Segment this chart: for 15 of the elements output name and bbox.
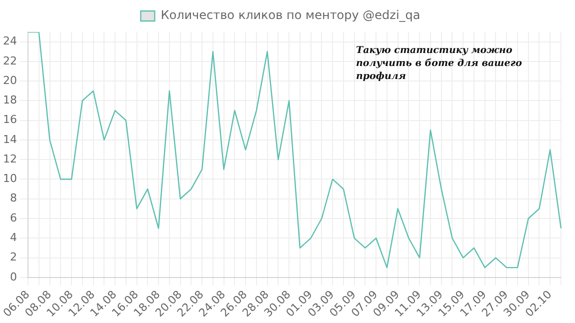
y-tick-label: 12 xyxy=(2,152,17,166)
y-tick-label: 8 xyxy=(10,192,17,205)
y-tick-label: 14 xyxy=(2,132,17,146)
annotation: Такую статистику можно получить в боте для вашего профиля xyxy=(356,44,523,83)
y-tick-label: 6 xyxy=(10,211,17,224)
y-tick-label: 18 xyxy=(2,94,17,107)
y-tick-label: 10 xyxy=(2,172,17,186)
y-tick-label: 0 xyxy=(10,270,17,284)
y-tick-label: 22 xyxy=(2,54,17,68)
y-tick-label: 20 xyxy=(2,74,17,87)
y-tick-label: 2 xyxy=(10,250,17,264)
y-tick-label: 4 xyxy=(10,230,17,244)
legend-label: Количество кликов по ментору @edzi_qa xyxy=(160,8,420,22)
y-tick-label: 24 xyxy=(2,34,17,48)
y-tick-label: 16 xyxy=(2,113,17,126)
